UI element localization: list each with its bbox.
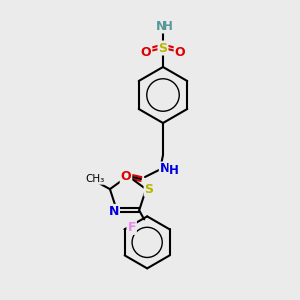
Text: N: N xyxy=(156,20,166,32)
Text: O: O xyxy=(175,46,185,59)
Text: H: H xyxy=(163,20,173,32)
Text: N: N xyxy=(109,205,119,218)
Text: S: S xyxy=(145,183,154,196)
Text: S: S xyxy=(158,41,167,55)
Text: O: O xyxy=(121,170,131,184)
Text: CH₃: CH₃ xyxy=(85,174,105,184)
Text: F: F xyxy=(128,221,136,234)
Text: O: O xyxy=(141,46,151,59)
Text: N: N xyxy=(160,163,170,176)
Text: H: H xyxy=(169,164,179,176)
